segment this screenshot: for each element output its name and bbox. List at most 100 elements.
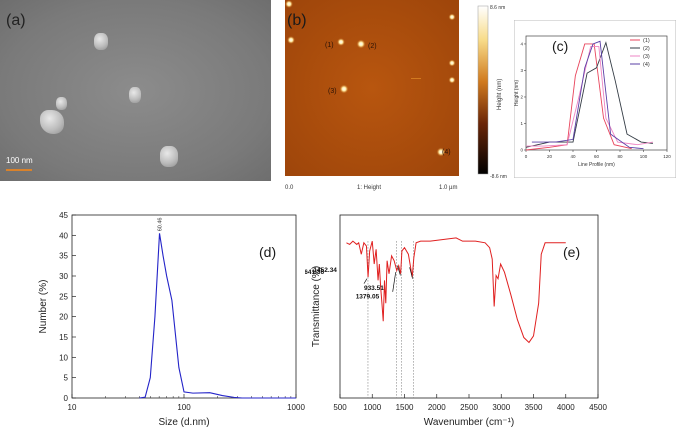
colorbar-title: Height (nm) [497,79,503,110]
annotation-arrow [397,265,401,276]
x-tick-label: 4500 [589,403,607,412]
panel-d-label: (d) [259,244,276,260]
y-tick-label: 40 [59,231,68,240]
ftir-chart: 500 1000 1500 2000 2500 3000 3500 4000 4500 Waven… [305,214,607,428]
panel-a-label: (a) [6,12,26,29]
x-tick-label: 2500 [460,403,478,412]
x-axis-label: Size (d.nm) [158,417,209,428]
afm-image [285,0,459,176]
plot-area [71,214,297,399]
sem-particle [40,110,64,134]
x-tick-label: 100 [177,403,191,412]
x-tick-label: 20 [547,154,553,159]
afm-particle [339,84,349,94]
colorbar-max: 8.6 nm [490,5,505,11]
annotation-arrow [392,272,397,292]
y-tick-label: 5 [64,374,69,383]
x-axis-label: Wavenumber (cm⁻¹) [424,417,514,428]
afm-particle [285,0,293,8]
colorbar-min: -8.6 nm [490,174,507,180]
y-tick-label: 25 [59,292,68,301]
afm-colorbar [477,5,489,175]
peak-label: 60.46 [158,218,164,232]
x-axis-label: Line Profile (nm) [578,162,615,168]
afm-panel: (b) (1) (2) (3) (4) 8.6 nm -8.6 nm Heigh… [285,0,507,191]
panel-b-label: (b) [287,12,307,29]
legend-label: (3) [643,54,650,60]
x-tick-label: 0 [525,154,528,159]
series-line [531,40,644,150]
series-line [139,233,296,399]
y-tick-label: 0 [520,148,523,153]
chart-axes: 0 20 40 60 80 100 120 0 1 2 3 4 Line Profile (nm) Hei… [514,35,671,168]
peak-annotation: 1452.34 [313,267,337,274]
peak-annotation: 1379.05 [356,293,380,300]
sem-image: (a) 100 nm [0,0,271,181]
afm-particle [356,39,366,49]
y-tick-label: 0 [64,394,69,403]
x-tick-label: 100 [640,154,648,159]
afm-particle [337,38,345,46]
size-distribution-chart: 10 100 1000 0 5 10 15 20 25 30 35 40 45 Size (d.nm) Nu… [38,211,305,428]
sem-particle [56,97,67,110]
x-tick-label: 120 [663,154,671,159]
y-tick-label: 45 [59,211,68,220]
annotation-arrow [409,267,413,279]
sem-particle [129,87,141,103]
x-tick-label: 1500 [396,403,414,412]
legend-label: (1) [643,38,650,44]
afm-streak [411,78,421,79]
sem-scale-text: 100 nm [6,156,33,165]
sem-particle [94,33,108,50]
afm-particle [448,59,456,67]
y-tick-label: 30 [59,272,68,281]
chart-axes: 500 1000 1500 2000 2500 3000 3500 4000 4500 Waven… [311,214,607,428]
chart-plot: (1) (2) (3) (4) [525,38,653,151]
x-tick-label: 3000 [492,403,510,412]
afm-particle-label: (1) [325,42,334,49]
series-line [525,43,632,151]
afm-particle-label: (3) [328,88,337,95]
series-line [526,46,653,147]
afm-axis-end: 1.0 µm [439,185,457,191]
y-axis-label: Number (%) [38,280,49,334]
sem-particle [160,146,178,167]
annotation-arrow [363,278,368,284]
y-tick-label: 15 [59,333,68,342]
afm-particle [448,76,456,84]
afm-particle-label: (2) [368,43,377,50]
x-tick-label: 1000 [363,403,381,412]
x-tick-label: 60 [594,154,600,159]
y-tick-label: 4 [520,41,523,46]
y-tick-label: 20 [59,313,68,322]
x-tick-label: 80 [617,154,623,159]
legend-label: (2) [643,46,650,52]
y-tick-label: 3 [520,68,523,73]
afm-particle-label: (4) [442,149,451,156]
y-tick-label: 10 [59,353,68,362]
height-profile-chart: 0 20 40 60 80 100 120 0 1 2 3 4 Line Profile (nm) Hei… [514,20,676,178]
y-tick-label: 2 [520,94,523,99]
afm-particle [448,13,456,21]
legend-label: (4) [643,62,650,68]
x-tick-label: 2000 [428,403,446,412]
y-axis-label: Transmittance (%) [311,266,322,347]
afm-particle [436,147,446,157]
afm-axis-title: 1: Height [357,185,381,191]
peak-annotation: 933.51 [364,285,384,292]
x-tick-label: 4000 [557,403,575,412]
x-tick-label: 10 [68,403,77,412]
x-tick-label: 40 [570,154,576,159]
panel-e-label: (e) [563,244,580,260]
y-tick-label: 1 [520,121,523,126]
peak-annotation: 1641.36 [305,269,324,276]
y-tick-label: 35 [59,252,68,261]
x-tick-label: 500 [333,403,347,412]
x-tick-label: 1000 [287,403,305,412]
chart-plot: 60.46 [139,218,296,399]
sem-scale-bar [6,169,32,171]
afm-particle [287,36,295,44]
chart-axes: 10 100 1000 0 5 10 15 20 25 30 35 40 45 Size (d.nm) Nu… [38,211,305,428]
x-tick-label: 3500 [525,403,543,412]
